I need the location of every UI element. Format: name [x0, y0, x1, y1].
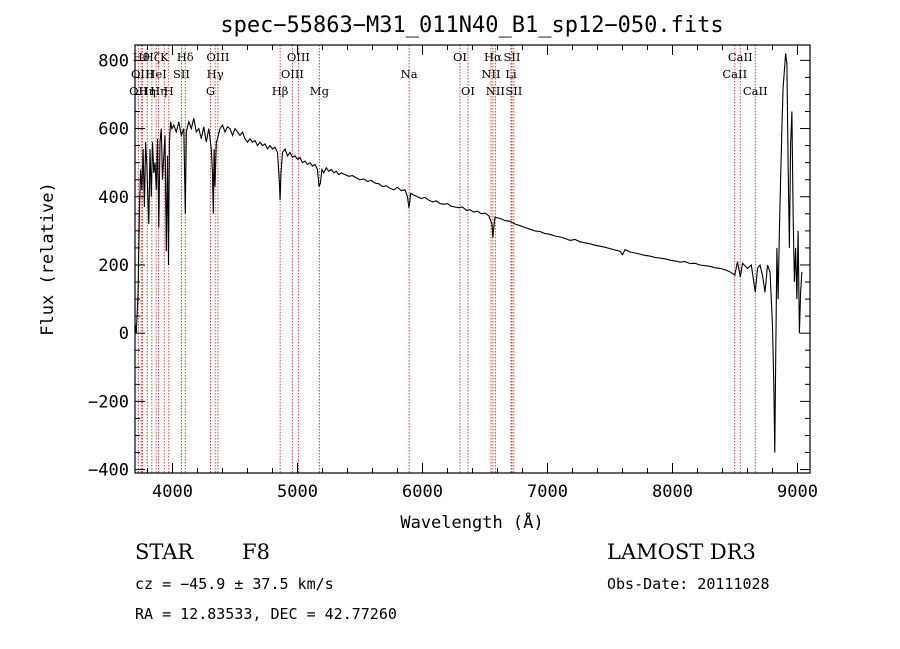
y-axis-label: Flux (relative) — [38, 182, 58, 336]
y-tick-label: 400 — [98, 188, 129, 208]
y-tick-label: 800 — [98, 51, 129, 71]
class-label: STAR — [135, 540, 194, 564]
line-marker-label: Hη — [139, 84, 156, 98]
line-marker-label: SII — [504, 50, 521, 64]
line-marker-label: Hζ — [144, 50, 160, 64]
y-tick-label: 0 — [119, 324, 129, 344]
y-tick-label: 200 — [98, 256, 129, 276]
line-marker-label: HeI — [145, 67, 166, 81]
x-tick-label: 9000 — [777, 482, 818, 502]
line-marker-label: CaII — [722, 67, 747, 81]
line-marker-label: NII — [486, 84, 505, 98]
line-marker-label: Hα — [484, 50, 502, 64]
line-marker-label: OIII — [287, 50, 310, 64]
cz-value: cz = −45.9 ± 37.5 km/s — [135, 575, 334, 593]
line-marker-label: OI — [453, 50, 467, 64]
obs-date: Obs-Date: 20111028 — [607, 575, 770, 593]
line-marker-label: SII — [505, 84, 522, 98]
y-tick-label: −400 — [88, 461, 129, 481]
line-marker-label: Hδ — [177, 50, 194, 64]
x-axis: 4000 5000 6000 7000 8000 9000 — [147, 45, 818, 502]
line-marker-label: Na — [401, 67, 418, 81]
y-axis: −400 −200 0 200 400 600 800 — [88, 51, 810, 481]
line-marker-label: K — [160, 50, 169, 64]
x-tick-label: 7000 — [527, 482, 568, 502]
line-marker-label: OIII — [281, 67, 304, 81]
survey-label: LAMOST DR3 — [607, 540, 756, 564]
line-marker-label: Mg — [310, 84, 330, 98]
line-marker-label: Hβ — [272, 84, 289, 98]
line-marker-label: CaII — [743, 84, 768, 98]
ra-dec: RA = 12.83533, DEC = 42.77260 — [135, 605, 397, 623]
y-tick-label: 600 — [98, 120, 129, 140]
chart-title: spec−55863−M31_011N40_B1_sp12−050.fits — [220, 13, 723, 38]
spectrum-line — [134, 53, 803, 453]
line-marker-label: Hγ — [207, 67, 224, 81]
y-tick-label: −200 — [88, 392, 129, 412]
line-marker-label: Hη — [150, 84, 167, 98]
x-tick-label: 4000 — [152, 482, 193, 502]
line-marker-labels: OIIHθOIIIHηHζHeIHηKHSIIHδGHγOIIIHβOIIIOI… — [129, 50, 768, 98]
line-markers — [137, 45, 756, 473]
line-marker-label: G — [206, 84, 215, 98]
x-tick-label: 6000 — [402, 482, 443, 502]
line-marker-label: OIII — [206, 50, 229, 64]
plot-frame — [134, 44, 811, 474]
x-tick-label: 8000 — [652, 482, 693, 502]
line-marker-label: SII — [173, 67, 190, 81]
line-marker-label: CaII — [728, 50, 753, 64]
line-marker-label: NII — [481, 67, 500, 81]
x-axis-label: Wavelength (Å) — [400, 511, 543, 533]
line-marker-label: OII — [129, 84, 148, 98]
line-marker-label: Li — [505, 67, 517, 81]
subclass-label: F8 — [242, 540, 270, 564]
line-marker-label: H — [164, 84, 174, 98]
line-marker-label: OI — [461, 84, 475, 98]
x-tick-label: 5000 — [277, 482, 318, 502]
